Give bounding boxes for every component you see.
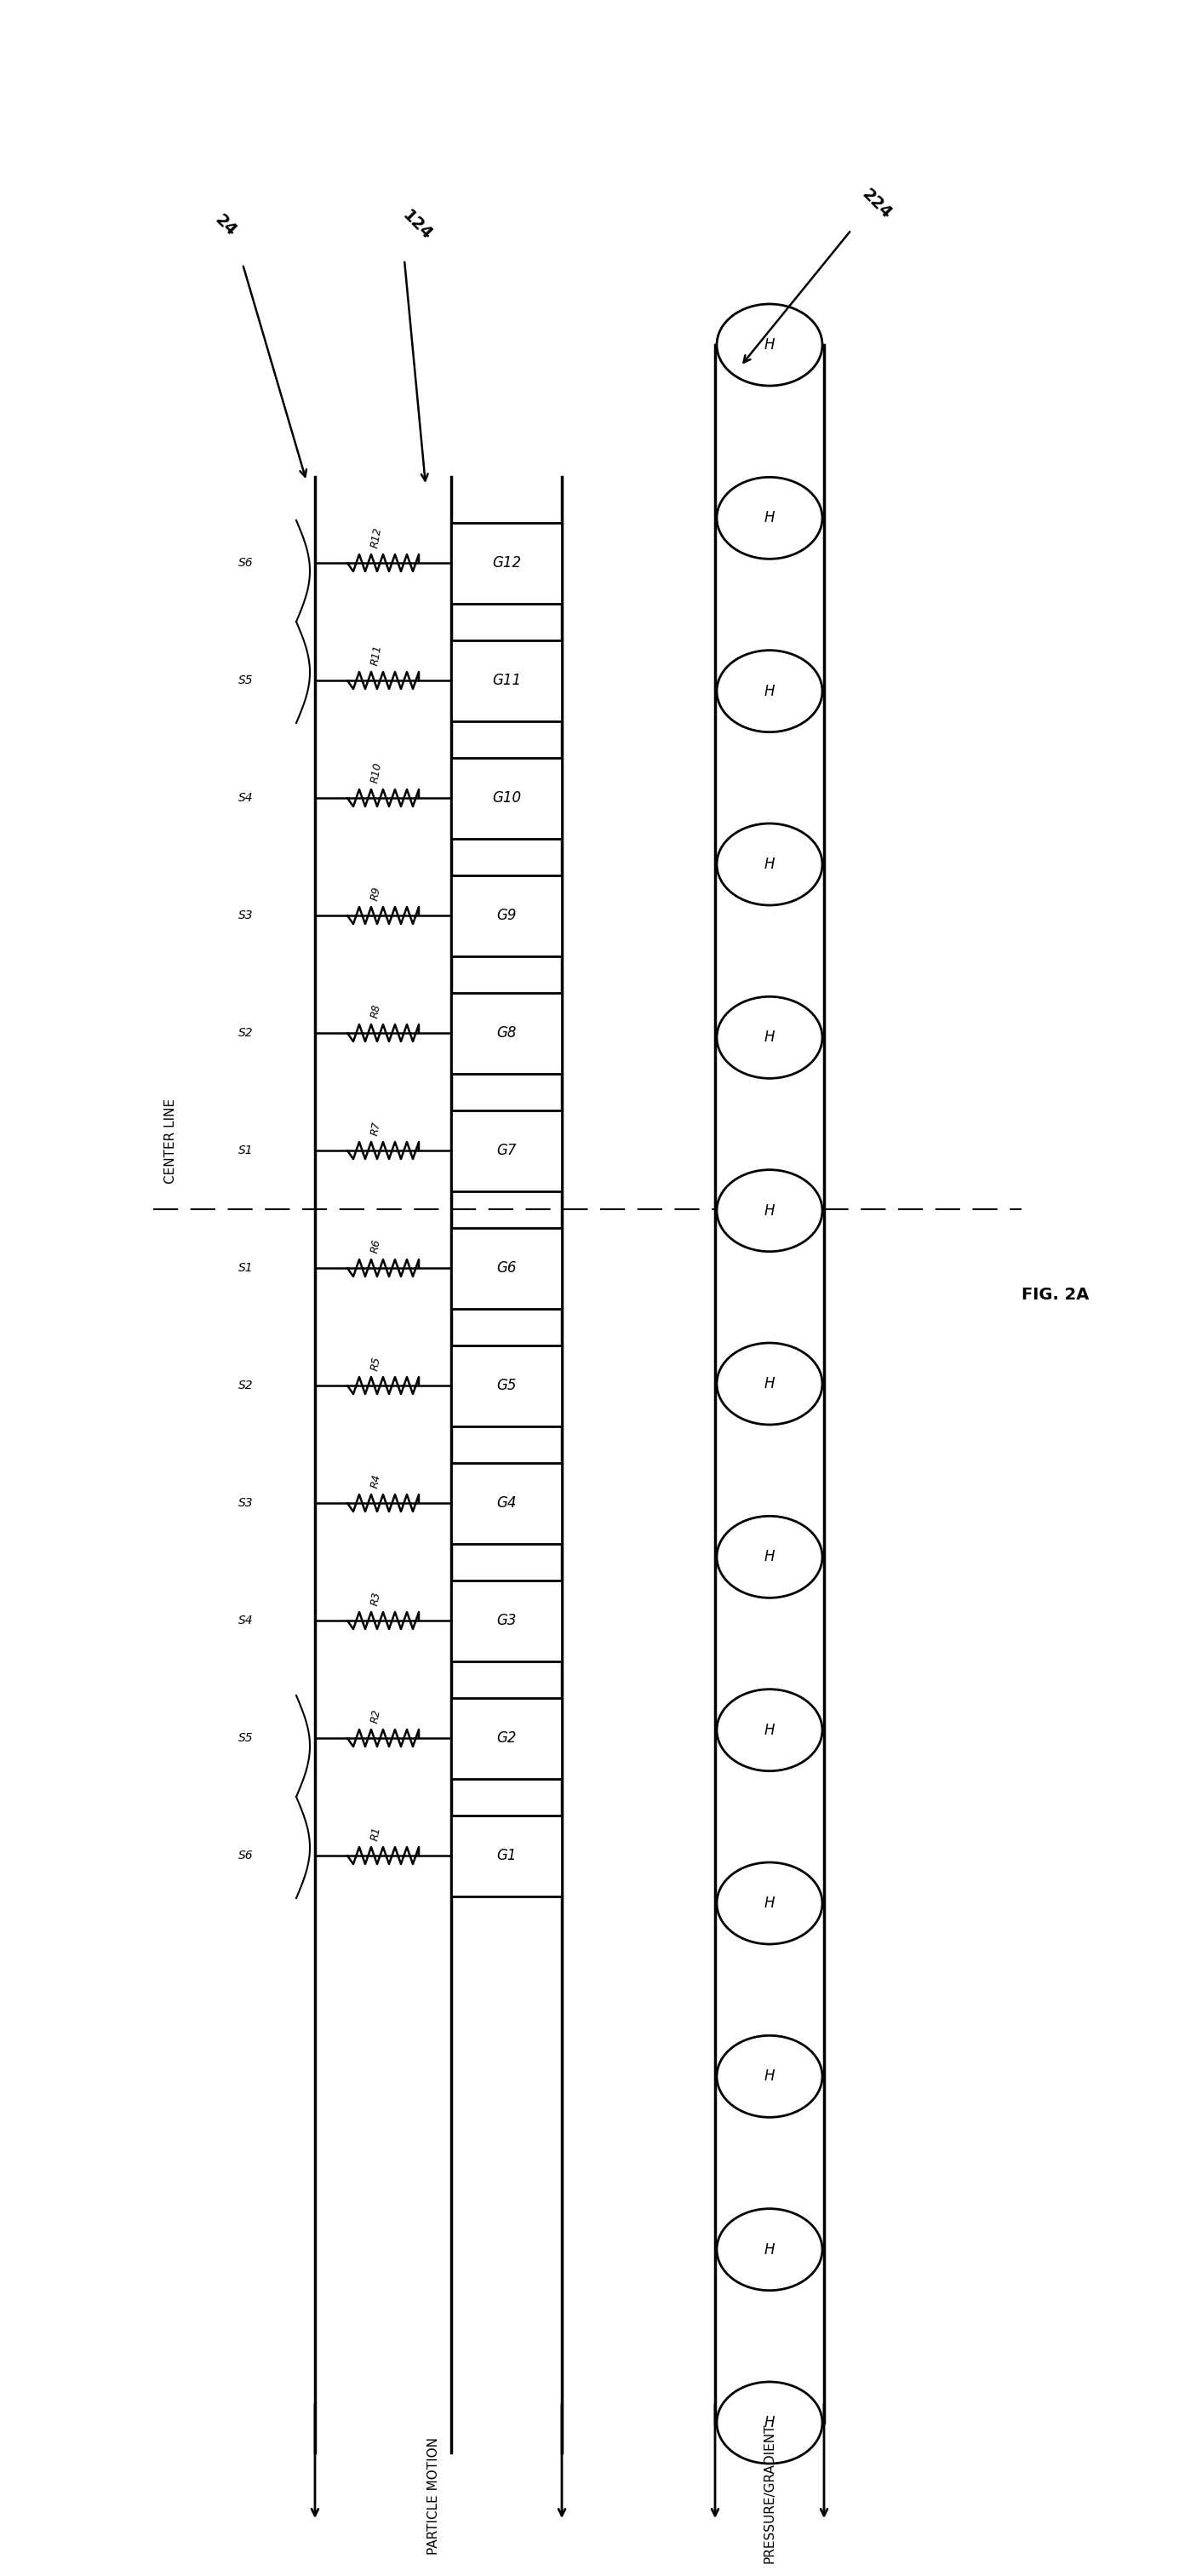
Ellipse shape bbox=[717, 304, 822, 386]
FancyBboxPatch shape bbox=[452, 1229, 562, 1309]
Text: G10: G10 bbox=[492, 791, 521, 806]
Text: G8: G8 bbox=[496, 1025, 516, 1041]
Ellipse shape bbox=[717, 1517, 822, 1597]
Text: S3: S3 bbox=[238, 1497, 253, 1510]
Text: S3: S3 bbox=[238, 909, 253, 922]
Ellipse shape bbox=[717, 2208, 822, 2290]
Text: H: H bbox=[764, 1203, 775, 1218]
Text: S2: S2 bbox=[238, 1028, 253, 1038]
Text: S5: S5 bbox=[238, 675, 253, 685]
Text: H: H bbox=[764, 858, 775, 873]
FancyBboxPatch shape bbox=[452, 992, 562, 1074]
Ellipse shape bbox=[717, 824, 822, 904]
Text: H: H bbox=[764, 1723, 775, 1739]
Text: S2: S2 bbox=[238, 1381, 253, 1391]
Text: H: H bbox=[764, 1896, 775, 1911]
FancyBboxPatch shape bbox=[452, 1110, 562, 1190]
Text: R9: R9 bbox=[369, 886, 383, 902]
Text: R7: R7 bbox=[369, 1121, 383, 1136]
Text: R11: R11 bbox=[369, 644, 383, 667]
Text: G6: G6 bbox=[496, 1260, 516, 1275]
Text: G5: G5 bbox=[496, 1378, 516, 1394]
Text: PARTICLE MOTION: PARTICLE MOTION bbox=[428, 2437, 441, 2555]
Text: H: H bbox=[764, 510, 775, 526]
Text: H: H bbox=[764, 2069, 775, 2084]
Text: 24: 24 bbox=[212, 211, 239, 240]
Text: H: H bbox=[764, 1030, 775, 1046]
Text: H: H bbox=[764, 683, 775, 698]
Text: G7: G7 bbox=[496, 1144, 516, 1159]
Text: G9: G9 bbox=[496, 907, 516, 922]
Text: S4: S4 bbox=[238, 1615, 253, 1625]
Text: S5: S5 bbox=[238, 1731, 253, 1744]
Text: R10: R10 bbox=[369, 762, 383, 783]
Ellipse shape bbox=[717, 1170, 822, 1252]
Text: G12: G12 bbox=[492, 556, 521, 569]
Text: G2: G2 bbox=[496, 1731, 516, 1747]
FancyBboxPatch shape bbox=[452, 1698, 562, 1777]
Text: H: H bbox=[764, 1376, 775, 1391]
Ellipse shape bbox=[717, 997, 822, 1079]
Text: S6: S6 bbox=[238, 1850, 253, 1862]
Ellipse shape bbox=[717, 1690, 822, 1770]
Text: H: H bbox=[764, 2241, 775, 2257]
Text: S6: S6 bbox=[238, 556, 253, 569]
Text: G1: G1 bbox=[496, 1847, 516, 1862]
Text: S1: S1 bbox=[238, 1144, 253, 1157]
Text: 224: 224 bbox=[858, 185, 895, 222]
FancyBboxPatch shape bbox=[452, 1463, 562, 1543]
Text: S1: S1 bbox=[238, 1262, 253, 1275]
Text: S4: S4 bbox=[238, 791, 253, 804]
Text: CENTER LINE: CENTER LINE bbox=[164, 1097, 177, 1185]
Text: G4: G4 bbox=[496, 1494, 516, 1510]
Text: R3: R3 bbox=[369, 1592, 383, 1607]
Text: PRESSURE/GRADIENT: PRESSURE/GRADIENT bbox=[763, 2424, 776, 2563]
Text: R2: R2 bbox=[369, 1708, 383, 1723]
Text: FIG. 2A: FIG. 2A bbox=[1021, 1285, 1089, 1303]
Text: R5: R5 bbox=[369, 1355, 383, 1373]
Text: G11: G11 bbox=[492, 672, 521, 688]
FancyBboxPatch shape bbox=[452, 876, 562, 956]
Text: R4: R4 bbox=[369, 1473, 383, 1489]
Text: R12: R12 bbox=[369, 526, 383, 549]
FancyBboxPatch shape bbox=[452, 757, 562, 837]
FancyBboxPatch shape bbox=[452, 639, 562, 721]
FancyBboxPatch shape bbox=[452, 1816, 562, 1896]
Text: G3: G3 bbox=[496, 1613, 516, 1628]
Text: H: H bbox=[764, 2416, 775, 2429]
FancyBboxPatch shape bbox=[452, 1345, 562, 1427]
Ellipse shape bbox=[717, 1862, 822, 1945]
Text: 124: 124 bbox=[400, 209, 435, 245]
Ellipse shape bbox=[717, 2035, 822, 2117]
Text: H: H bbox=[764, 1548, 775, 1564]
Ellipse shape bbox=[717, 477, 822, 559]
Text: R8: R8 bbox=[369, 1005, 383, 1020]
Ellipse shape bbox=[717, 1342, 822, 1425]
Ellipse shape bbox=[717, 2383, 822, 2463]
Text: R6: R6 bbox=[369, 1239, 383, 1255]
Text: R1: R1 bbox=[369, 1826, 383, 1842]
FancyBboxPatch shape bbox=[452, 523, 562, 603]
FancyBboxPatch shape bbox=[452, 1579, 562, 1662]
Ellipse shape bbox=[717, 649, 822, 732]
Text: H: H bbox=[764, 337, 775, 353]
